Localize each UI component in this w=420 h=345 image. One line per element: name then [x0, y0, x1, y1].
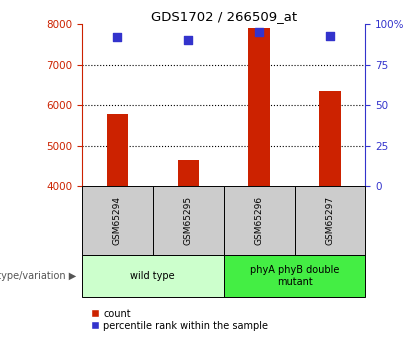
Text: phyA phyB double
mutant: phyA phyB double mutant	[250, 265, 339, 287]
Bar	[178, 160, 199, 186]
Text: GSM65295: GSM65295	[184, 196, 193, 245]
Bar	[224, 186, 294, 255]
Bar	[107, 114, 128, 186]
Text: genotype/variation ▶: genotype/variation ▶	[0, 271, 76, 281]
Bar	[294, 186, 365, 255]
Bar	[153, 186, 224, 255]
Bar	[82, 255, 224, 297]
Text: GSM65296: GSM65296	[255, 196, 264, 245]
Text: wild type: wild type	[131, 271, 175, 281]
Point	[114, 34, 121, 40]
Point	[185, 38, 192, 43]
Text: GSM65297: GSM65297	[326, 196, 334, 245]
Point	[256, 29, 262, 35]
Legend: count, percentile rank within the sample: count, percentile rank within the sample	[87, 305, 272, 335]
Point	[327, 33, 333, 38]
Title: GDS1702 / 266509_at: GDS1702 / 266509_at	[151, 10, 297, 23]
Bar	[319, 91, 341, 186]
Bar	[82, 186, 153, 255]
Text: GSM65294: GSM65294	[113, 196, 122, 245]
Bar	[249, 28, 270, 186]
Bar	[224, 255, 365, 297]
